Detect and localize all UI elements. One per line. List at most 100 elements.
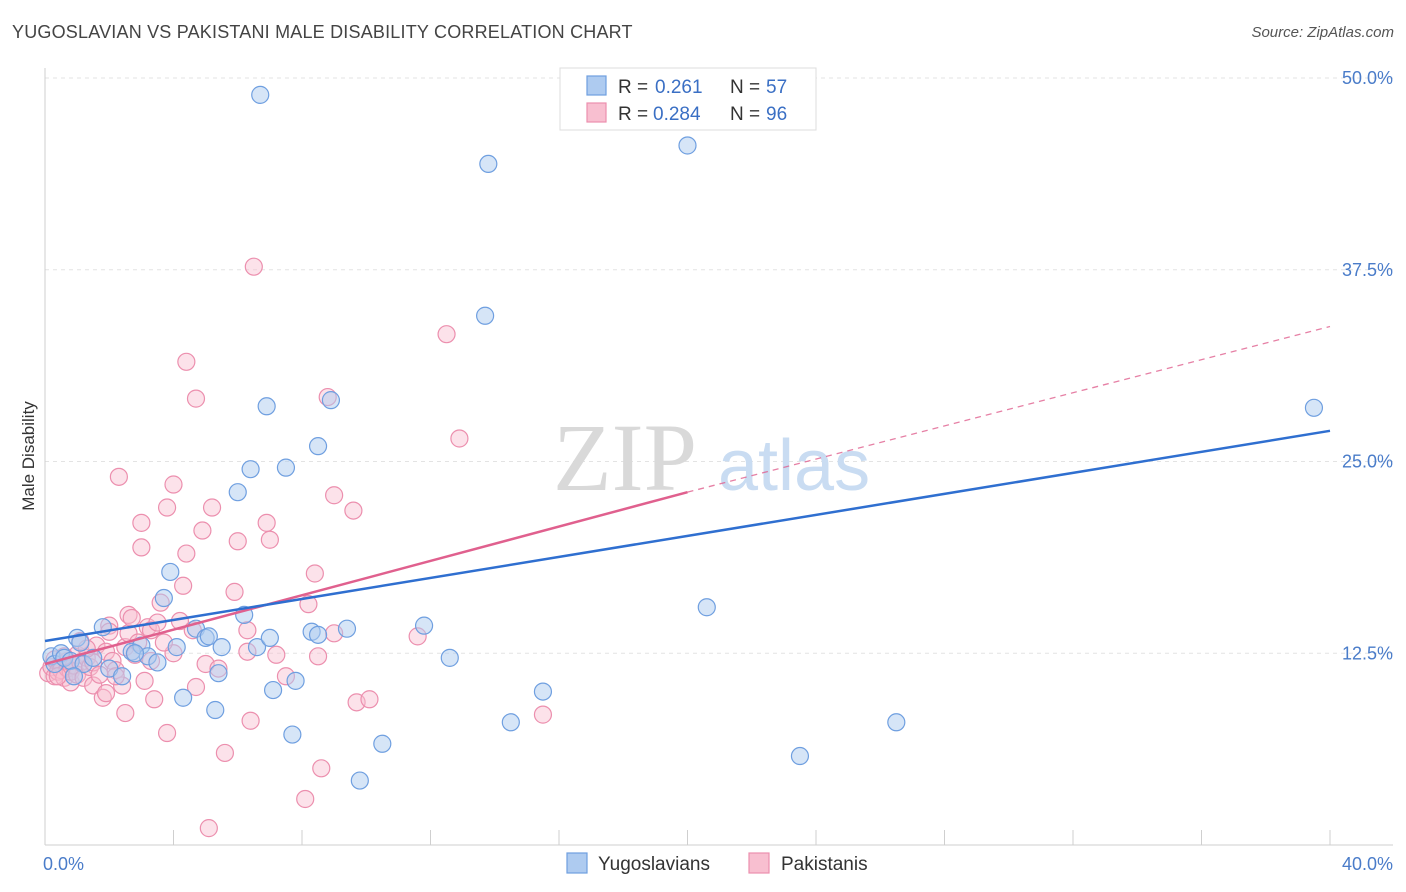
pakistanis-point-68	[241, 711, 260, 730]
legend-n-value-1: 57	[766, 77, 787, 98]
yugoslavians-point-53	[887, 713, 906, 732]
legend-r-label-2: R =	[618, 104, 648, 125]
pakistanis-trend-extension	[687, 325, 1331, 493]
yugoslavians-point-48	[501, 713, 520, 732]
pakistanis-point-41	[135, 671, 154, 690]
pakistanis-point-79	[325, 486, 344, 505]
yugoslavians-point-46	[476, 306, 495, 325]
pakistanis-point-49	[157, 723, 177, 743]
pakistanis-point-70	[257, 513, 276, 532]
pakistanis-point-92	[96, 684, 116, 703]
series-legend-yugoslavians: Yugoslavians	[598, 854, 710, 875]
pakistanis-point-87	[533, 705, 553, 724]
legend-n-label-2: N =	[730, 104, 760, 125]
chart-title: YUGOSLAVIAN VS PAKISTANI MALE DISABILITY…	[12, 22, 633, 42]
series-legend: Yugoslavians Pakistanis	[566, 852, 868, 875]
pakistanis-point-61	[202, 498, 222, 517]
yugoslavians-point-34	[276, 458, 296, 477]
yugoslavians-point-23	[206, 700, 225, 720]
legend-swatch-yugoslavians	[586, 75, 607, 96]
series-legend-pakistanis: Pakistanis	[781, 854, 868, 875]
pakistanis-point-58	[193, 521, 212, 540]
yugoslavians-point-29	[247, 638, 267, 657]
yugoslavians-point-45	[440, 648, 459, 667]
pakistanis-point-63	[215, 743, 234, 763]
pakistanis-point-64	[225, 582, 244, 601]
yugoslavians-point-36	[286, 671, 305, 690]
pakistanis-trend-line	[44, 490, 688, 666]
y-tick-label-1: 25.0%	[1342, 452, 1393, 472]
yugoslavians-point-55	[125, 644, 145, 663]
yugoslavians-point-51	[697, 598, 716, 617]
pakistanis-point-40	[132, 513, 151, 532]
pakistanis-point-39	[132, 538, 151, 557]
yugoslavians-point-38	[308, 625, 328, 644]
pakistanis-point-86	[450, 429, 469, 448]
y-tick-label-0: 12.5%	[1342, 643, 1393, 663]
yugoslavians-point-49	[533, 682, 553, 701]
source-label: Source: ZipAtlas.com	[1251, 24, 1394, 41]
correlation-legend: R = 0.261 N = 57 R = 0.284 N = 96	[559, 67, 817, 131]
yugoslavians-point-30	[251, 85, 270, 104]
pakistanis-point-34	[119, 605, 138, 625]
trend-lines	[44, 325, 1331, 666]
yugoslavians-point-18	[167, 638, 186, 657]
legend-r-value-1: 0.261	[655, 77, 703, 98]
yugoslavians-point-54	[1304, 398, 1324, 417]
pakistanis-point-48	[157, 498, 177, 517]
pakistanis-point-95	[308, 647, 328, 666]
watermark-atlas: atlas	[718, 426, 870, 506]
pakistanis-points	[39, 257, 553, 838]
y-axis-label: Male Disability	[19, 401, 38, 511]
yugoslavians-point-39	[308, 437, 328, 456]
pakistanis-point-30	[109, 467, 128, 486]
yugoslavians-point-40	[321, 391, 341, 410]
pakistanis-point-50	[164, 475, 183, 494]
legend-n-value-2: 96	[766, 104, 787, 125]
yugoslavians-point-50	[678, 136, 697, 155]
legend-swatch-pakistanis	[586, 102, 607, 123]
pakistanis-point-74	[296, 789, 315, 809]
gridlines	[45, 77, 1393, 654]
pakistanis-point-45	[145, 690, 164, 709]
legend-r-value-2: 0.284	[653, 104, 701, 125]
y-tick-label-2: 37.5%	[1342, 260, 1393, 280]
pakistanis-point-57	[186, 389, 206, 408]
yugoslavians-point-32	[260, 628, 279, 648]
yugoslavians-point-24	[209, 664, 228, 683]
pakistanis-point-60	[199, 819, 218, 838]
yugoslavians-point-15	[148, 653, 167, 672]
yugoslavians-trend-line	[44, 429, 1331, 643]
yugoslavians-point-31	[257, 397, 276, 416]
yugoslavians-point-44	[414, 616, 434, 635]
pakistanis-point-71	[260, 530, 279, 549]
yugoslavians-point-28	[241, 460, 260, 479]
yugoslavians-point-56	[64, 667, 84, 686]
pakistanis-point-36	[122, 608, 141, 628]
series-legend-swatch-pakistanis	[748, 852, 770, 874]
y-tick-labels: 12.5% 25.0% 37.5% 50.0%	[1342, 68, 1393, 663]
pakistanis-point-69	[244, 257, 263, 276]
pakistanis-point-32	[116, 703, 135, 723]
yugoslavians-point-26	[228, 483, 247, 502]
pakistanis-point-53	[174, 576, 193, 595]
axes	[44, 68, 1393, 846]
pakistanis-point-83	[360, 690, 379, 709]
pakistanis-point-85	[437, 325, 456, 344]
x-tick-marks	[173, 830, 1331, 845]
yugoslavians-point-22	[199, 627, 218, 646]
watermark-zip: ZIP	[553, 404, 697, 511]
pakistanis-point-76	[305, 564, 324, 583]
legend-n-label-1: N =	[730, 77, 760, 98]
pakistanis-point-77	[312, 759, 331, 778]
pakistanis-point-66	[238, 621, 257, 640]
x-tick-label-min: 0.0%	[43, 854, 84, 874]
yugoslavians-point-41	[337, 619, 357, 638]
yugoslavians-point-11	[112, 667, 132, 686]
yugoslavians-point-19	[174, 688, 193, 707]
yugoslavians-point-16	[154, 588, 173, 608]
yugoslavians-point-52	[790, 746, 810, 766]
pakistanis-point-75	[299, 595, 318, 614]
pakistanis-point-54	[177, 544, 196, 563]
